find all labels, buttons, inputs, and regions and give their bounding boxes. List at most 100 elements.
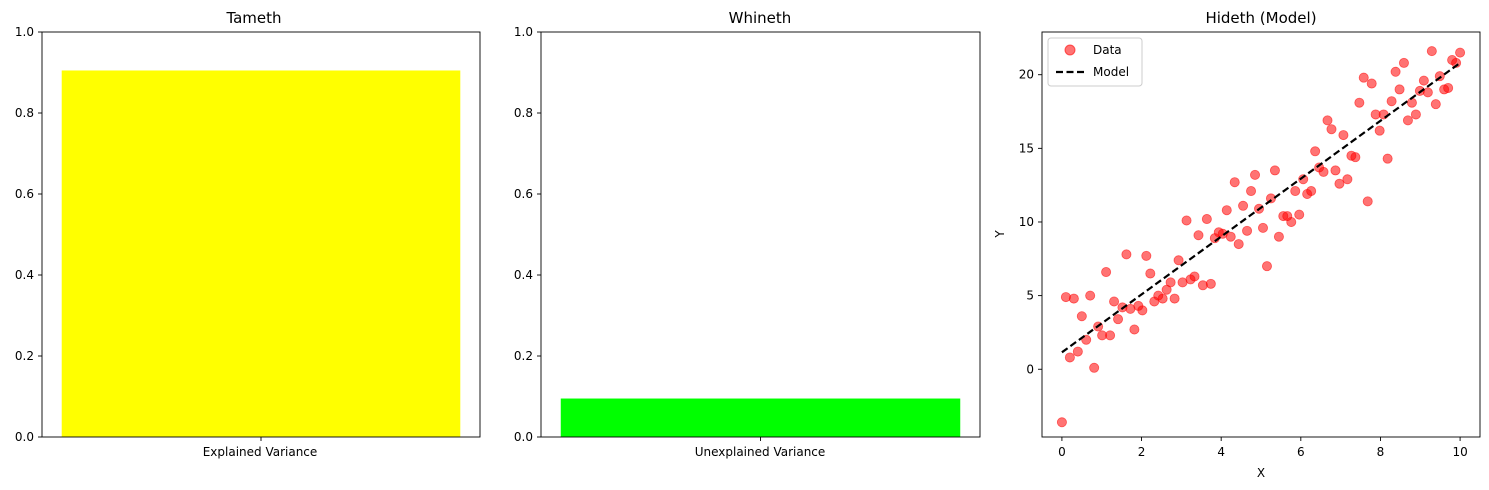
y-tick-label: 0.2 <box>15 349 34 363</box>
data-point <box>1121 249 1132 260</box>
x-tick-label: 8 <box>1377 445 1385 459</box>
data-point <box>1406 97 1417 108</box>
y-tick-label: 0.2 <box>514 349 533 363</box>
legend-label-data: Data <box>1093 43 1122 57</box>
y-tick-label: 0.6 <box>15 187 34 201</box>
chart-title: Hideth (Model) <box>1205 9 1316 27</box>
y-tick-label: 1.0 <box>514 25 533 39</box>
legend-marker-data <box>1064 44 1076 56</box>
data-point <box>1366 78 1377 89</box>
data-point <box>1101 267 1112 278</box>
y-tick-label: 0.4 <box>15 268 34 282</box>
data-point <box>1269 165 1280 176</box>
x-tick-label: 4 <box>1217 445 1225 459</box>
data-point <box>1390 66 1401 77</box>
data-point <box>1322 115 1333 126</box>
data-point <box>1238 200 1249 211</box>
data-point <box>1068 293 1079 304</box>
data-point <box>1310 146 1321 157</box>
x-tick-label: 10 <box>1452 445 1467 459</box>
data-point <box>1129 324 1140 335</box>
legend: Data Model <box>1047 37 1143 87</box>
data-point <box>1382 153 1393 164</box>
data-point <box>1072 346 1083 357</box>
data-point <box>1418 75 1429 86</box>
y-tick-label: 0.6 <box>514 187 533 201</box>
data-point <box>1205 278 1216 289</box>
y-tick-label: 0.4 <box>514 268 533 282</box>
data-point <box>1169 293 1180 304</box>
data-point <box>1076 311 1087 322</box>
y-tick-label: 10 <box>1019 215 1034 229</box>
data-point <box>1330 165 1341 176</box>
data-point <box>1358 72 1369 83</box>
data-point <box>1056 417 1067 428</box>
data-point <box>1326 124 1337 135</box>
x-tick-label: 6 <box>1297 445 1305 459</box>
chart-title: Whineth <box>729 9 792 27</box>
data-point <box>1250 169 1261 180</box>
data-point <box>1141 250 1152 261</box>
data-point <box>1422 87 1433 98</box>
data-point <box>1354 97 1365 108</box>
data-point <box>1298 174 1309 185</box>
data-point <box>1109 296 1120 307</box>
data-point <box>1273 231 1284 242</box>
y-tick-label: 0.8 <box>514 106 533 120</box>
data-point <box>1286 216 1297 227</box>
x-tick-label: Unexplained Variance <box>695 445 826 459</box>
chart-title: Tameth <box>225 9 281 27</box>
data-point <box>1306 186 1317 197</box>
data-point <box>1113 314 1124 325</box>
y-tick-label: 5 <box>1026 289 1034 303</box>
data-point <box>1374 125 1385 136</box>
data-point <box>1145 268 1156 279</box>
data-point <box>1410 109 1421 120</box>
y-tick-label: 0.0 <box>15 430 34 444</box>
data-point <box>1225 231 1236 242</box>
y-tick-label: 0.0 <box>514 430 533 444</box>
data-point <box>1443 82 1454 93</box>
data-point <box>1233 239 1244 250</box>
data-point <box>1085 290 1096 301</box>
data-point <box>1242 225 1253 236</box>
data-point <box>1342 174 1353 185</box>
chart-unexplained-variance: Whineth 0.0 0.2 0.4 0.6 0.8 1.0 Unexplained V… <box>514 9 981 459</box>
legend-label-model: Model <box>1093 65 1129 79</box>
data-point <box>1261 261 1272 272</box>
model-line <box>1061 62 1461 354</box>
data-point <box>1137 305 1148 316</box>
data-point <box>1294 209 1305 220</box>
data-point <box>1386 96 1397 107</box>
data-point <box>1105 330 1116 341</box>
bar-unexplained-variance <box>560 398 961 437</box>
data-point <box>1378 109 1389 120</box>
data-point <box>1394 84 1405 95</box>
data-point <box>1426 46 1437 57</box>
x-tick-label: 0 <box>1058 445 1066 459</box>
bar-explained-variance <box>61 70 461 437</box>
data-point <box>1173 255 1184 266</box>
y-tick-label: 0.8 <box>15 106 34 120</box>
data-point <box>1193 230 1204 241</box>
data-point <box>1398 57 1409 68</box>
data-point <box>1201 214 1212 225</box>
data-point <box>1257 222 1268 233</box>
data-point <box>1362 196 1373 207</box>
data-point <box>1350 152 1361 163</box>
data-point <box>1246 186 1257 197</box>
plot-frame <box>1041 31 1481 438</box>
data-point <box>1181 215 1192 226</box>
data-point <box>1089 362 1100 373</box>
plot-frame <box>540 31 981 438</box>
y-tick-label: 20 <box>1019 68 1034 82</box>
y-axis-label: Y <box>993 230 1007 239</box>
x-axis-label: X <box>1257 466 1265 480</box>
data-point <box>1229 177 1240 188</box>
data-point <box>1334 178 1345 189</box>
data-point <box>1338 130 1349 141</box>
x-tick-label: 2 <box>1138 445 1146 459</box>
data-point <box>1157 293 1168 304</box>
chart-model-scatter: Hideth (Model) 0 5 10 15 20 0 2 4 6 8 10 X Y Data… <box>993 9 1481 480</box>
